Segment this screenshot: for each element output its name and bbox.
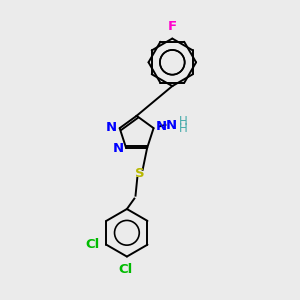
Text: N: N xyxy=(156,121,167,134)
Text: N: N xyxy=(165,119,176,132)
Text: N: N xyxy=(112,142,124,155)
Text: Cl: Cl xyxy=(118,263,133,276)
Text: F: F xyxy=(168,20,177,33)
Text: H: H xyxy=(179,115,188,128)
Text: Cl: Cl xyxy=(85,238,100,250)
Text: N: N xyxy=(106,121,117,134)
Text: S: S xyxy=(135,167,145,180)
Text: H: H xyxy=(179,122,188,135)
